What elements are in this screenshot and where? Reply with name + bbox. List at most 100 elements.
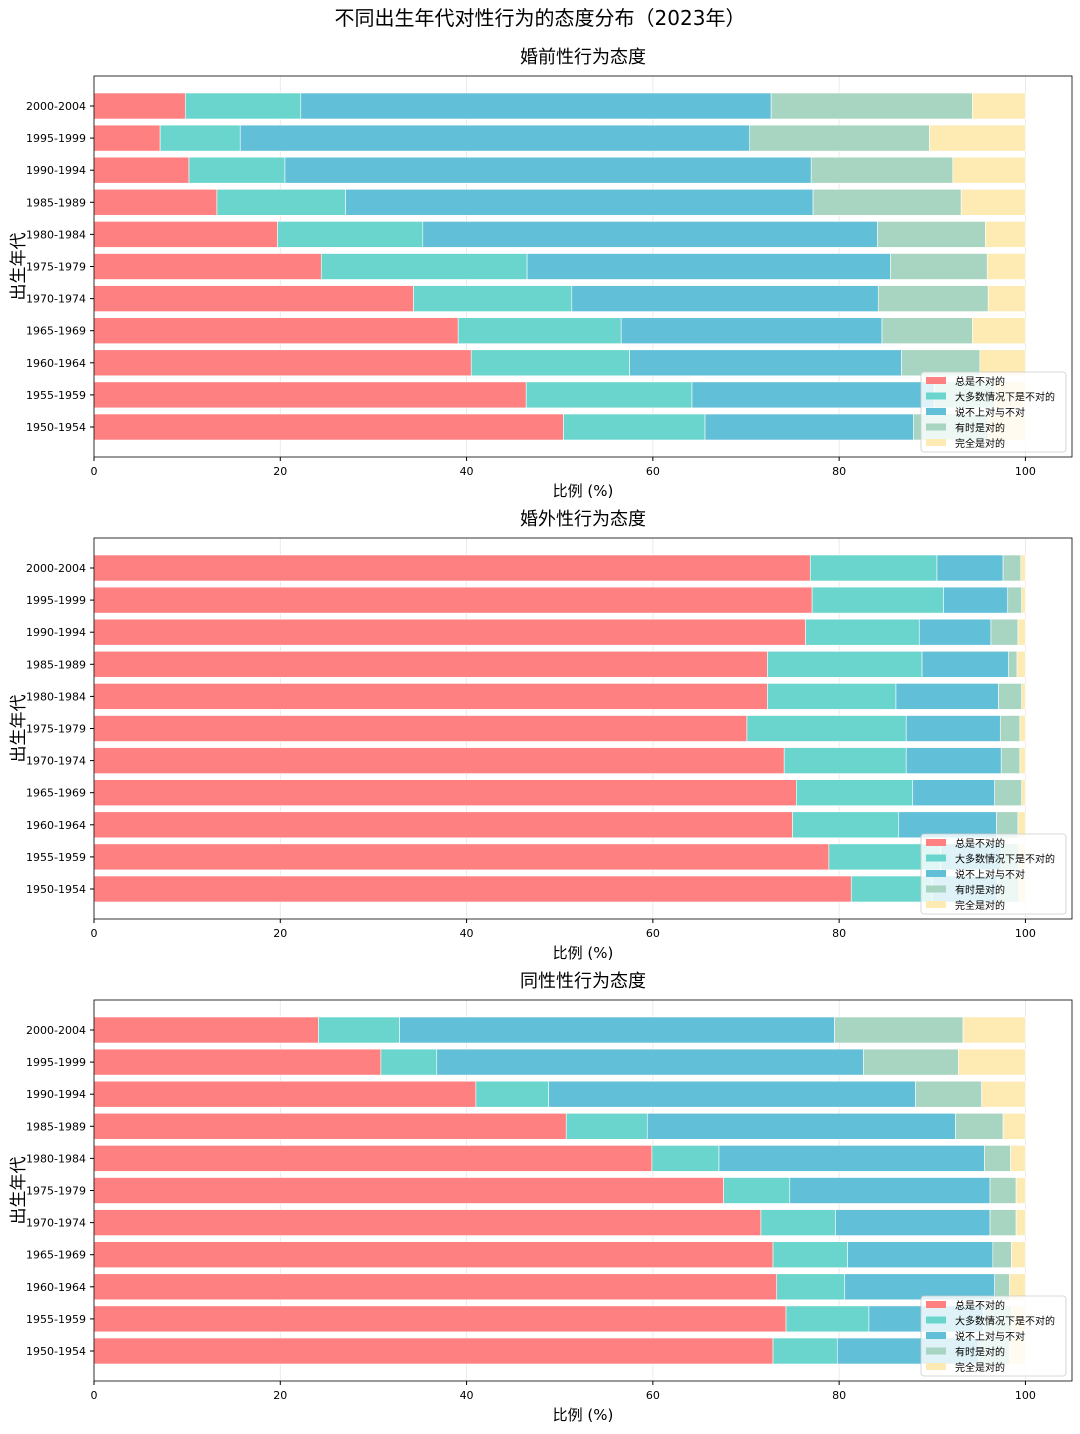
bar-segment xyxy=(811,586,944,614)
axes-frame xyxy=(93,537,1073,920)
y-tick-label: 1995-1999 xyxy=(26,1056,86,1069)
legend-label: 说不上对与不对 xyxy=(955,406,1025,419)
bar-segment xyxy=(93,156,190,184)
legend-swatch xyxy=(926,1347,946,1355)
bar-segment xyxy=(93,811,793,839)
bar-segment xyxy=(563,413,706,441)
bar-segment xyxy=(992,1241,1012,1268)
bar-segment xyxy=(990,618,1019,646)
bar-segment xyxy=(792,811,900,839)
bar-segment xyxy=(93,221,278,248)
legend-swatch xyxy=(926,870,946,877)
bar-segment xyxy=(805,618,920,646)
legend-label: 有时是对的 xyxy=(955,884,1005,897)
bar-segment xyxy=(1000,747,1021,774)
legend-swatch xyxy=(926,408,946,415)
x-tick-label: 40 xyxy=(460,927,474,940)
bar-segment xyxy=(93,843,830,871)
legend-label: 总是不对的 xyxy=(955,1299,1005,1312)
bar-segment xyxy=(93,1305,787,1333)
legend-label: 完全是对的 xyxy=(955,1361,1005,1374)
bar-segment xyxy=(1016,650,1026,678)
bar-segment xyxy=(318,1016,400,1044)
x-tick-label: 100 xyxy=(1015,927,1036,940)
bar-segment xyxy=(999,715,1021,742)
legend-label: 大多数情况下是不对的 xyxy=(955,1315,1055,1328)
bar-segment xyxy=(987,285,1026,312)
bar-segment xyxy=(718,1145,985,1172)
subplot-2: 婚外性行为态度 2000-2004 1995-1999 1990-1994 1985-1… xyxy=(9,509,1073,962)
x-tick-label: 80 xyxy=(832,465,846,478)
bar-segment xyxy=(571,285,879,312)
bar-segment xyxy=(895,683,999,710)
legend-swatch xyxy=(926,1301,946,1308)
legend-label: 大多数情况下是不对的 xyxy=(955,391,1055,404)
x-tick-label: 100 xyxy=(1015,1389,1036,1402)
bar-segment xyxy=(93,1145,653,1172)
y-tick-label: 1955-1959 xyxy=(26,851,86,864)
x-tick-label: 20 xyxy=(273,465,287,478)
bar-segment xyxy=(905,715,1001,742)
bar-segment xyxy=(795,779,914,807)
legend-label: 完全是对的 xyxy=(955,437,1005,450)
bar-segment xyxy=(93,1241,774,1268)
subplot-1: 婚前性行为态度 2000-2004 1995-1999 1990-1994 1985-1… xyxy=(9,47,1073,500)
legend-swatch xyxy=(926,1363,946,1370)
bar-segment xyxy=(912,779,995,807)
bar-segment xyxy=(93,1337,774,1365)
bar-segment xyxy=(834,1016,964,1044)
y-tick-label: 1960-1964 xyxy=(26,357,86,370)
legend-label: 有时是对的 xyxy=(955,1346,1005,1359)
bar-segment xyxy=(691,381,935,409)
bar-segment xyxy=(952,156,1026,184)
bar-segment xyxy=(399,1016,835,1044)
legend-label: 说不上对与不对 xyxy=(955,868,1025,881)
bar-segment xyxy=(723,1177,791,1204)
bar-segment xyxy=(863,1048,959,1076)
bar-segment xyxy=(767,683,897,710)
bar-segment xyxy=(943,586,1009,614)
x-tick-label: 60 xyxy=(646,465,660,478)
bar-segment xyxy=(284,156,812,184)
bar-segment xyxy=(93,1209,762,1236)
bar-segment xyxy=(525,381,693,409)
bar-segment xyxy=(770,92,973,120)
y-axis-label: 出生年代 xyxy=(9,1157,29,1225)
legend-swatch xyxy=(926,423,946,431)
y-tick-label: 1990-1994 xyxy=(26,1088,86,1101)
bar-segment xyxy=(981,1080,1026,1108)
bar-segment xyxy=(188,156,286,184)
bar-segment xyxy=(277,221,424,248)
x-tick-label: 80 xyxy=(832,1389,846,1402)
bar-segment xyxy=(918,618,992,646)
bar-segment xyxy=(789,1177,991,1204)
y-axis-label: 出生年代 xyxy=(9,695,29,763)
axes-frame xyxy=(93,999,1073,1382)
legend-swatch xyxy=(926,854,946,862)
bar-segment xyxy=(850,875,933,903)
x-axis-label: 比例 (%) xyxy=(553,944,614,962)
bar-segment xyxy=(93,1273,778,1301)
y-tick-label: 1950-1954 xyxy=(26,883,86,896)
y-tick-label: 1975-1979 xyxy=(26,1185,86,1198)
bar-segment xyxy=(93,1113,567,1140)
bar-segment xyxy=(809,554,938,582)
bar-segment xyxy=(93,381,527,409)
x-tick-label: 0 xyxy=(91,927,98,940)
bar-segment xyxy=(877,221,986,248)
x-tick-label: 0 xyxy=(91,1389,98,1402)
bar-segment xyxy=(93,253,322,280)
bar-segment xyxy=(704,413,914,441)
bar-segment xyxy=(890,253,988,280)
bar-segment xyxy=(994,779,1023,807)
bar-segment xyxy=(651,1145,720,1172)
legend-box xyxy=(920,371,1067,453)
bar-segment xyxy=(93,683,768,710)
bar-segment xyxy=(767,650,923,678)
bar-segment xyxy=(526,253,891,280)
legend-label: 有时是对的 xyxy=(955,422,1005,435)
x-axis-label: 比例 (%) xyxy=(553,1406,614,1424)
